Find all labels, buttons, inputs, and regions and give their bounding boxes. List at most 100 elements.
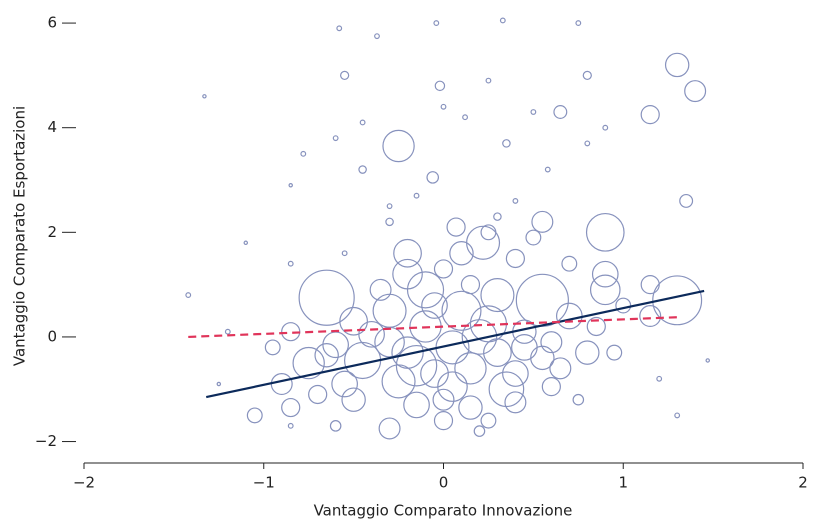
bubble xyxy=(381,364,416,399)
bubble xyxy=(511,334,538,361)
y-tick-label: 2 xyxy=(47,223,57,241)
bubble xyxy=(332,135,339,142)
bubble xyxy=(246,407,263,424)
bubble xyxy=(639,305,662,328)
bubble xyxy=(336,25,343,32)
bubble xyxy=(270,373,293,396)
bubble xyxy=(531,210,554,233)
bubble xyxy=(421,292,448,319)
bubble xyxy=(281,397,301,418)
bubble xyxy=(466,225,501,260)
bubble xyxy=(359,119,366,126)
bubble xyxy=(525,229,542,246)
bubble xyxy=(461,319,498,355)
bubble xyxy=(504,391,527,414)
bubble xyxy=(224,328,231,335)
bubble xyxy=(549,357,572,380)
y-tick-label: −2 xyxy=(35,432,57,450)
x-tick-label: 0 xyxy=(439,474,449,492)
bubble xyxy=(185,292,192,299)
bubble xyxy=(575,20,582,27)
bubble xyxy=(433,411,454,431)
bubble xyxy=(582,70,592,81)
bubble xyxy=(483,338,512,367)
bubble xyxy=(393,238,422,268)
bubble xyxy=(314,343,339,368)
bubble xyxy=(462,114,468,121)
bubble xyxy=(433,259,454,279)
bubble xyxy=(372,293,407,328)
bubble xyxy=(441,290,482,331)
bubble xyxy=(395,344,438,387)
bubble xyxy=(584,140,591,147)
bubble xyxy=(493,212,502,221)
fit-line xyxy=(188,315,681,339)
bubble xyxy=(553,105,568,119)
bubble xyxy=(432,388,455,411)
bubble xyxy=(331,370,358,398)
bubble xyxy=(555,302,583,330)
bubble xyxy=(202,94,207,99)
bubble xyxy=(540,331,563,354)
bubble xyxy=(322,331,349,359)
bubble xyxy=(386,203,393,210)
bubble xyxy=(358,320,385,348)
bubble xyxy=(287,422,294,429)
bubble xyxy=(288,182,293,188)
bubble xyxy=(615,297,632,314)
bubble xyxy=(544,166,551,173)
bubble xyxy=(591,260,619,288)
bubble xyxy=(512,198,519,204)
bubble xyxy=(437,371,468,402)
bubble xyxy=(358,165,367,174)
bubble xyxy=(339,306,368,336)
bubble xyxy=(264,339,281,356)
x-tick-label: 2 xyxy=(798,474,808,492)
bubble xyxy=(530,109,537,115)
bubble xyxy=(515,273,569,327)
bubble xyxy=(406,271,445,309)
bubble xyxy=(684,80,707,103)
bubble xyxy=(640,275,660,295)
bubble xyxy=(505,248,526,269)
bubble xyxy=(485,77,492,84)
bubble xyxy=(403,391,430,419)
bubble xyxy=(446,217,466,237)
bubble xyxy=(480,412,497,429)
bubble xyxy=(652,275,703,326)
bubble xyxy=(308,384,328,405)
y-tick-label: 4 xyxy=(47,118,57,136)
x-tick-label: −1 xyxy=(253,474,275,492)
bubble xyxy=(656,375,663,382)
bubble xyxy=(460,275,481,295)
bubble xyxy=(458,395,483,420)
bubble xyxy=(572,393,585,406)
fit-line xyxy=(206,289,705,399)
bubble xyxy=(502,360,529,387)
bubble xyxy=(426,171,440,184)
bubble xyxy=(420,359,449,388)
bubble xyxy=(341,387,366,412)
bubble xyxy=(243,240,249,246)
bubble xyxy=(480,278,515,313)
bubble xyxy=(382,129,415,163)
bubble xyxy=(561,255,578,272)
bubble xyxy=(287,260,294,267)
bubble xyxy=(298,269,355,326)
bubble xyxy=(440,103,447,110)
bubble xyxy=(640,105,660,125)
bubble xyxy=(473,425,486,437)
bubble xyxy=(329,420,342,432)
bubble xyxy=(499,17,506,24)
bubble xyxy=(300,150,307,157)
bubble xyxy=(369,278,392,301)
bubble xyxy=(589,274,621,306)
bubble xyxy=(385,217,394,227)
bubble xyxy=(664,52,690,78)
bubble xyxy=(378,417,401,440)
bubble xyxy=(585,212,625,252)
y-tick-label: 0 xyxy=(47,327,57,345)
bubble xyxy=(575,340,600,365)
bubble xyxy=(530,345,555,371)
bubble xyxy=(586,316,606,337)
